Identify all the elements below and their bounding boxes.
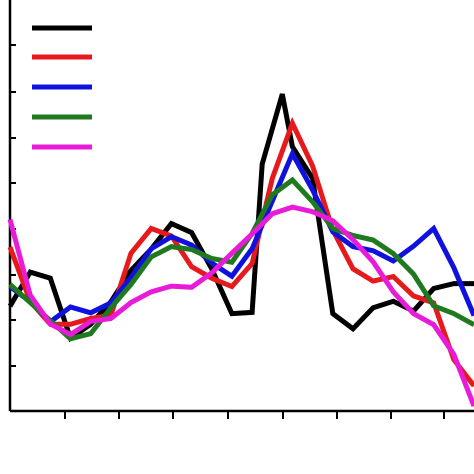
series-line-4 (8, 176, 474, 342)
axis-ticks (10, 44, 445, 419)
legend (32, 25, 92, 150)
series-line-5 (7, 204, 474, 408)
series-line-2 (7, 116, 474, 388)
plot-frame (8, 0, 474, 413)
series-layer (7, 93, 474, 408)
series-line-3 (8, 148, 474, 326)
